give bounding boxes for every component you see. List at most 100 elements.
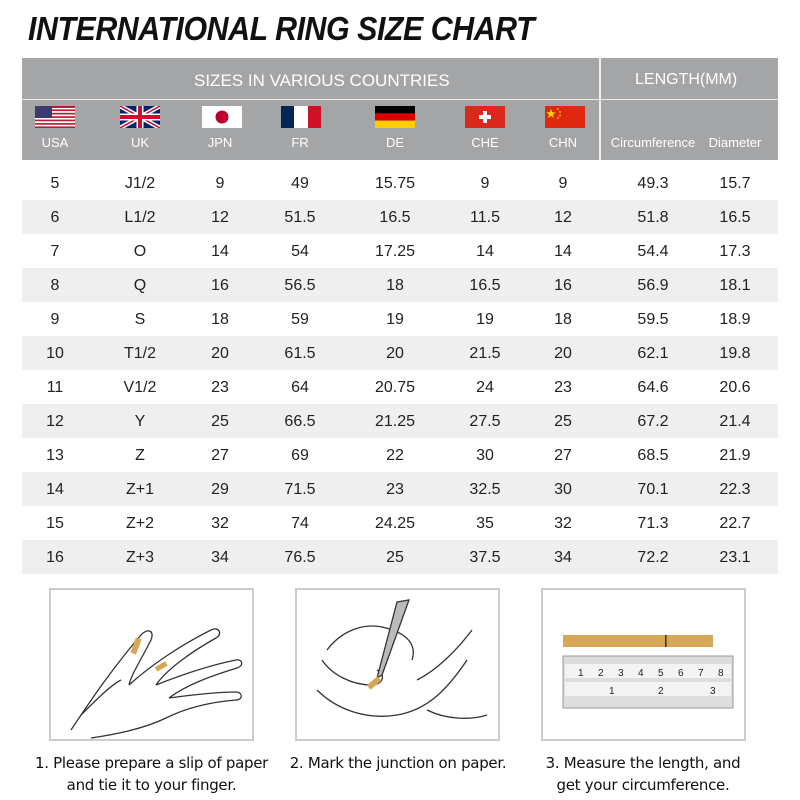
cell-uk: O [133, 243, 147, 260]
cell-chn: 18 [554, 311, 572, 328]
svg-text:3: 3 [618, 668, 624, 679]
cell-chn: 27 [554, 447, 572, 464]
cell-de: 25 [386, 549, 404, 566]
table-row: 6 L1/2 12 51.5 16.5 11.5 12 51.8 16.5 [22, 200, 778, 234]
table-row: 14 Z+1 29 71.5 23 32.5 30 70.1 22.3 [22, 472, 778, 506]
svg-text:7: 7 [698, 668, 704, 679]
table-row: 11 V1/2 23 64 20.75 24 23 64.6 20.6 [22, 370, 778, 404]
col-che: CHE [471, 135, 499, 150]
paper-strip [563, 635, 713, 647]
cell-uk: Z+1 [125, 481, 154, 498]
col-usa: USA [41, 135, 69, 150]
cell-usa: 10 [46, 345, 64, 362]
cell-uk: S [134, 311, 146, 328]
cell-che: 16.5 [469, 277, 501, 294]
cell-diameter: 18.9 [719, 311, 751, 328]
col-de: DE [385, 135, 405, 150]
cell-chn: 12 [554, 209, 572, 226]
col-jpn: JPN [207, 135, 233, 150]
cell-uk: V1/2 [123, 379, 157, 396]
table-row: 12 Y 25 66.5 21.25 27.5 25 67.2 21.4 [22, 404, 778, 438]
japan-flag-icon [202, 106, 242, 128]
cell-de: 18 [386, 277, 404, 294]
cell-usa: 5 [50, 175, 60, 192]
cell-fr: 76.5 [284, 549, 316, 566]
cell-diameter: 17.3 [719, 243, 751, 260]
cell-che: 24 [476, 379, 494, 396]
cell-jpn: 34 [211, 549, 229, 566]
step1-line1: 1. Please prepare a slip of paper [34, 754, 268, 772]
cell-chn: 30 [554, 481, 572, 498]
table-row: 7 O 14 54 17.25 14 14 54.4 17.3 [22, 234, 778, 268]
table-row: 5 J1/2 9 49 15.75 9 9 49.3 15.7 [22, 166, 778, 200]
uk-flag-icon [120, 106, 160, 128]
cell-diameter: 19.8 [719, 345, 751, 362]
cell-jpn: 27 [211, 447, 229, 464]
cell-jpn: 29 [211, 481, 229, 498]
cell-chn: 14 [554, 243, 572, 260]
cell-circumference: 72.2 [637, 549, 669, 566]
cell-che: 32.5 [469, 481, 501, 498]
cell-diameter: 21.4 [719, 413, 751, 430]
svg-text:5: 5 [658, 668, 664, 679]
svg-text:1: 1 [578, 668, 584, 679]
size-table-body: 5 J1/2 9 49 15.75 9 9 49.3 15.7 6 L1/2 12 51.5 16.5 11… [22, 166, 778, 574]
cell-fr: 74 [291, 515, 309, 532]
cell-chn: 16 [554, 277, 572, 294]
cell-de: 15.75 [374, 175, 416, 192]
step2-caption: 2. Mark the junction on paper. [280, 752, 516, 774]
cell-circumference: 71.3 [637, 515, 669, 532]
cell-de: 16.5 [379, 209, 411, 226]
cell-uk: Y [134, 413, 146, 430]
cell-circumference: 67.2 [637, 413, 669, 430]
cell-usa: 12 [46, 413, 64, 430]
table-header: SIZES IN VARIOUS COUNTRIES LENGTH(MM) US… [22, 58, 778, 160]
hand-with-paper-icon [70, 628, 243, 739]
cell-chn: 34 [554, 549, 572, 566]
col-fr: FR [291, 135, 309, 150]
cell-fr: 71.5 [284, 481, 316, 498]
step1-line2: and tie it to your finger. [66, 776, 237, 794]
step3-line2: get your circumference. [556, 776, 730, 794]
cell-uk: T1/2 [123, 345, 156, 362]
cell-circumference: 51.8 [637, 209, 669, 226]
germany-flag-icon [375, 106, 415, 128]
cell-circumference: 68.5 [637, 447, 669, 464]
cell-usa: 15 [46, 515, 64, 532]
cell-fr: 51.5 [284, 209, 316, 226]
cell-chn: 20 [554, 345, 572, 362]
cell-usa: 11 [46, 379, 64, 396]
step3-caption: 3. Measure the length, and get your circu… [528, 752, 758, 796]
col-circumference: Circumference [610, 135, 696, 150]
cell-che: 19 [476, 311, 494, 328]
cell-che: 14 [476, 243, 494, 260]
cell-usa: 13 [46, 447, 64, 464]
cell-che: 27.5 [469, 413, 501, 430]
length-heading: LENGTH(MM) [635, 71, 738, 88]
cell-jpn: 18 [211, 311, 229, 328]
step2-illustration [295, 588, 500, 741]
cell-jpn: 14 [211, 243, 229, 260]
cell-jpn: 32 [211, 515, 229, 532]
cell-de: 24.25 [374, 515, 416, 532]
cell-jpn: 25 [211, 413, 229, 430]
cell-fr: 56.5 [284, 277, 316, 294]
cell-jpn: 23 [211, 379, 229, 396]
cell-chn: 9 [558, 175, 568, 192]
cell-chn: 32 [554, 515, 572, 532]
cell-fr: 49 [291, 175, 309, 192]
cell-fr: 54 [291, 243, 309, 260]
table-row: 15 Z+2 32 74 24.25 35 32 71.3 22.7 [22, 506, 778, 540]
ruler-measuring-icon: 1 2 3 4 5 6 7 81 2 3 [562, 635, 734, 709]
svg-text:3: 3 [710, 686, 716, 697]
cell-diameter: 23.1 [719, 549, 751, 566]
cell-che: 9 [480, 175, 490, 192]
cell-usa: 7 [50, 243, 60, 260]
cell-usa: 8 [50, 277, 60, 294]
cell-jpn: 16 [211, 277, 229, 294]
france-flag-icon [281, 106, 321, 128]
cell-usa: 9 [50, 311, 60, 328]
cell-circumference: 56.9 [637, 277, 669, 294]
cell-de: 20 [386, 345, 404, 362]
